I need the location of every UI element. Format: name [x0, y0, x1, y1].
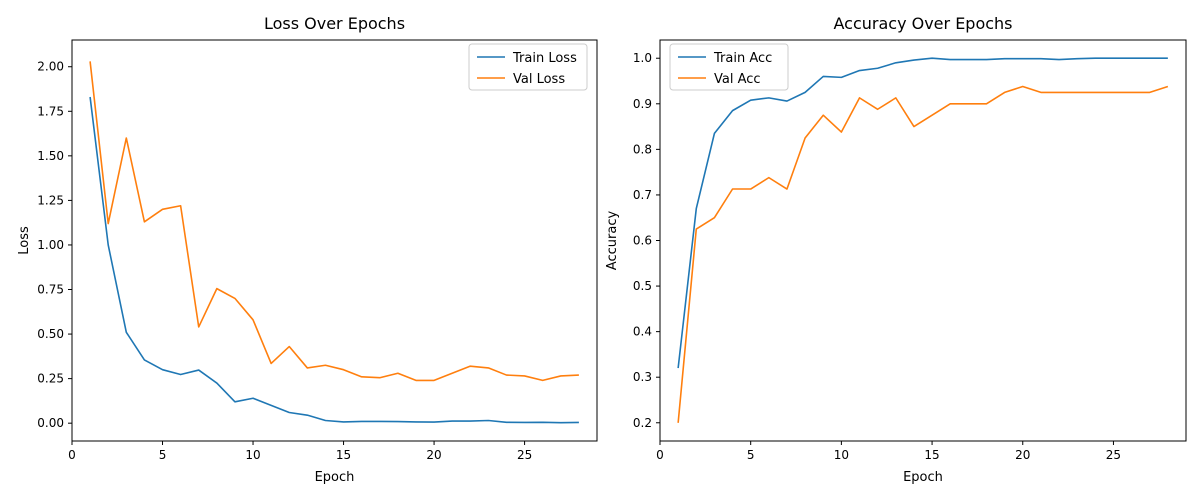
chart-1-series-2-line [89, 61, 579, 382]
chart-1-y-tick-label: 1.50 [37, 149, 64, 163]
chart-1-y-tick-label: 0.00 [37, 416, 64, 430]
chart-1-x-tick-label: 20 [426, 448, 441, 462]
chart-2-legend-label-2: Val Acc [714, 72, 761, 87]
chart-1-x-tick-label: 25 [517, 448, 532, 462]
chart-2-y-axis-label: Accuracy [605, 211, 620, 271]
chart-1-x-tick-label: 15 [336, 448, 351, 462]
chart-2-x-tick-label: 25 [1106, 448, 1121, 462]
chart-1-series-1-line [89, 96, 579, 424]
chart-1-axes-frame [71, 39, 598, 442]
chart-1-x-tick-label: 0 [68, 448, 76, 462]
chart-2-y-tick-label: 0.3 [633, 370, 652, 384]
chart-2-y-tick-label: 0.7 [633, 188, 652, 202]
chart-2-x-tick-label: 5 [747, 448, 755, 462]
chart-2-x-tick-label: 0 [656, 448, 664, 462]
chart-2-y-tick-label: 0.5 [633, 279, 652, 293]
chart-2-x-tick-label: 15 [924, 448, 939, 462]
chart-1-y-tick-label: 1.75 [37, 104, 64, 118]
chart-2-y-tick-label: 0.2 [633, 416, 652, 430]
chart-2-series-2-line [677, 85, 1169, 423]
chart-2-y-tick-label: 0.4 [633, 325, 652, 339]
chart-2-y-tick-label: 0.8 [633, 142, 652, 156]
chart-1-y-tick-label: 1.25 [37, 193, 64, 207]
chart-1-x-tick-label: 5 [159, 448, 167, 462]
chart-2-title: Accuracy Over Epochs [833, 14, 1012, 33]
chart-1-y-tick-label: 0.50 [37, 327, 64, 341]
chart-2-series-1-line [677, 57, 1168, 369]
chart-1-y-tick-label: 2.00 [37, 60, 64, 74]
chart-1-y-tick-label: 1.00 [37, 238, 64, 252]
chart-2-axes-frame [659, 39, 1187, 442]
chart-2-y-tick-label: 0.6 [633, 234, 652, 248]
chart-2-x-tick-label: 10 [834, 448, 849, 462]
chart-1-legend-label-1: Train Loss [512, 51, 577, 66]
chart-2-x-axis-label: Epoch [903, 470, 943, 485]
chart-1-y-tick-label: 0.25 [37, 372, 64, 386]
chart-1-x-tick-label: 10 [245, 448, 260, 462]
chart-2-legend-label-1: Train Acc [713, 51, 772, 66]
chart-1-y-axis-label: Loss [17, 226, 32, 255]
chart-1-x-axis-label: Epoch [315, 470, 355, 485]
chart-1-title: Loss Over Epochs [264, 14, 405, 33]
chart-2-x-tick-label: 20 [1015, 448, 1030, 462]
chart-1-y-tick-label: 0.75 [37, 283, 64, 297]
chart-1-legend-label-2: Val Loss [513, 72, 565, 87]
chart-2-y-tick-label: 0.9 [633, 97, 652, 111]
chart-2-y-tick-label: 1.0 [633, 51, 652, 65]
